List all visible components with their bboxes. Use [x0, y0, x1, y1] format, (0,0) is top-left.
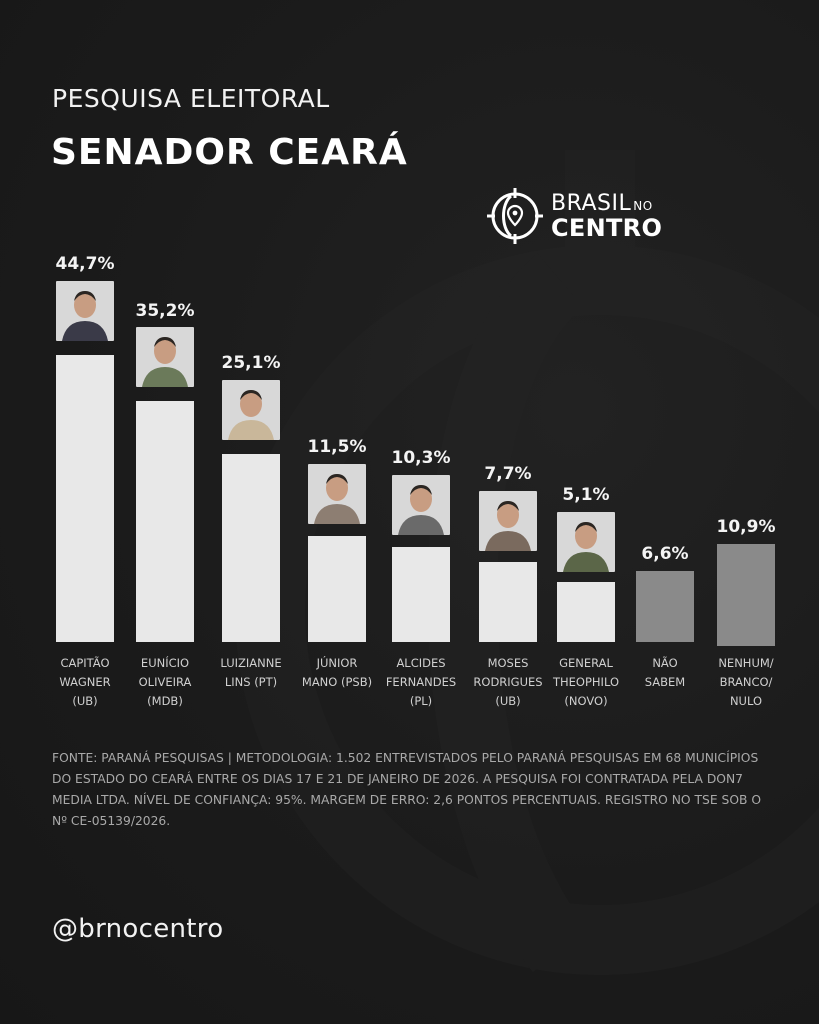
candidate-photo	[557, 512, 615, 572]
candidate-photo	[479, 491, 537, 551]
bar-column: 10,3%	[392, 0, 450, 642]
bar-column: 7,7%	[479, 0, 537, 642]
bar	[392, 547, 450, 642]
bar-value-label: 10,3%	[391, 448, 451, 468]
person-portrait-icon	[222, 380, 280, 440]
person-portrait-icon	[479, 491, 537, 551]
category-label: NÃO SABEM	[644, 656, 686, 689]
category-label: MOSES RODRIGUES (UB)	[473, 656, 543, 708]
bar	[717, 544, 775, 646]
bar-value-label: 44,7%	[55, 254, 115, 274]
bar-column: 10,9%	[717, 0, 775, 646]
candidate-photo	[222, 380, 280, 440]
bar	[636, 571, 694, 642]
person-portrait-icon	[392, 475, 450, 535]
category-label: LUIZIANNE LINS (PT)	[220, 656, 282, 689]
logo-word-centro: CENTRO	[551, 213, 663, 242]
bar-column: 35,2%	[136, 0, 194, 642]
bar	[222, 454, 280, 642]
bar-value-label: 7,7%	[484, 464, 532, 484]
category-label: ALCIDES FERNANDES (PL)	[385, 656, 457, 708]
category-label: NENHUM/ BRANCO/ NULO	[718, 656, 774, 708]
bar	[557, 582, 615, 642]
category-label: EUNÍCIO OLIVEIRA (MDB)	[138, 656, 192, 708]
candidate-photo	[308, 464, 366, 524]
bar-column: 44,7%	[56, 0, 114, 642]
bar-value-label: 11,5%	[307, 437, 367, 457]
bar-value-label: 10,9%	[716, 517, 776, 537]
candidate-photo	[56, 281, 114, 341]
bar-column: 11,5%	[308, 0, 366, 642]
bar	[308, 536, 366, 642]
category-label: CAPITÃO WAGNER (UB)	[59, 656, 111, 708]
bar-column: 6,6%	[636, 0, 694, 642]
person-portrait-icon	[308, 464, 366, 524]
category-label: JÚNIOR MANO (PSB)	[301, 656, 373, 689]
bar-column: 25,1%	[222, 0, 280, 642]
candidate-photo	[392, 475, 450, 535]
bar	[136, 401, 194, 642]
candidate-photo	[136, 327, 194, 387]
page-title: SENADOR CEARÁ	[51, 132, 408, 173]
category-label: GENERAL THEOPHILO (NOVO)	[552, 656, 619, 708]
person-portrait-icon	[56, 281, 114, 341]
brand-logo: BRASIL NO CENTRO	[485, 186, 662, 246]
bar-value-label: 6,6%	[641, 544, 689, 564]
crosshair-location-pin-icon	[487, 188, 543, 244]
bar-value-label: 35,2%	[135, 301, 195, 321]
social-handle: @brnocentro	[52, 914, 224, 944]
bar-value-label: 25,1%	[221, 353, 281, 373]
bar	[56, 355, 114, 642]
bar-column: 5,1%	[557, 0, 615, 642]
source-footnote: FONTE: PARANÁ PESQUISAS | METODOLOGIA: 1…	[52, 751, 762, 828]
pre-title: PESQUISA ELEITORAL	[52, 84, 330, 113]
bar	[479, 562, 537, 642]
person-portrait-icon	[557, 512, 615, 572]
bar-value-label: 5,1%	[562, 485, 610, 505]
logo-word-no: NO	[633, 198, 653, 213]
logo-word-brasil: BRASIL	[551, 190, 632, 216]
person-portrait-icon	[136, 327, 194, 387]
bar-chart: 44,7% CAPITÃO WAGNER (UB) 35,2% EUNÍCIO OLI…	[56, 0, 776, 708]
